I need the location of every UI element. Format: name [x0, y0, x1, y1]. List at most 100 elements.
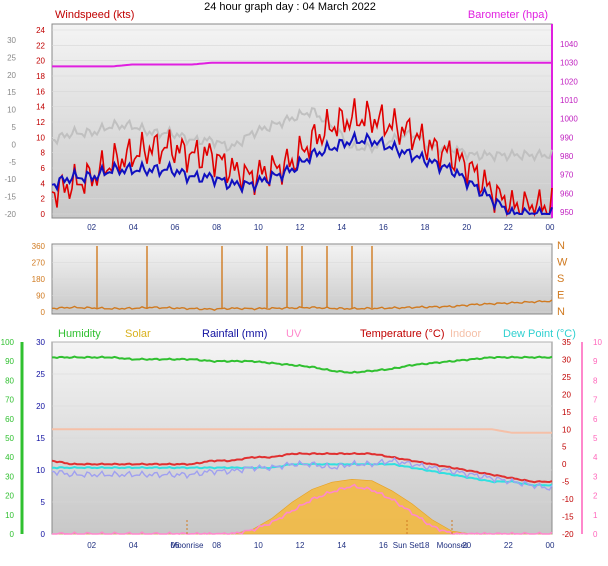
rainfall-tick: 20 [36, 402, 45, 411]
rainfall-tick: 30 [36, 338, 45, 347]
direction-ticks: 360 270 180 90 0 [32, 242, 46, 317]
windspeed-tick: 12 [36, 118, 45, 127]
temperature-tick: 0 [562, 460, 567, 469]
uv-tick: 7 [593, 396, 598, 405]
temperature-tick: 35 [562, 338, 571, 347]
barometer-tick: 1030 [560, 59, 578, 68]
rainfall-ticks: 30 25 20 15 10 5 0 [36, 338, 45, 539]
wind-secondary-tick: 15 [7, 88, 16, 97]
astronomy-events: Moonrise Sun Set Moonset [171, 520, 468, 550]
barometer-tick: 990 [560, 133, 574, 142]
rainfall-tick: 5 [41, 498, 46, 507]
uv-line [52, 483, 553, 535]
temperature-tick: 30 [562, 355, 571, 364]
legend-uv: UV [286, 328, 302, 340]
temperature-tick: -15 [562, 513, 574, 522]
wind-average-line [51, 130, 553, 216]
uv-tick: 5 [593, 434, 598, 443]
rainfall-tick: 10 [36, 466, 45, 475]
humidity-tick: 100 [1, 338, 15, 347]
compass-label: N [557, 306, 565, 318]
wind-x-tick: 16 [379, 223, 388, 232]
temperature-ticks: 35 30 25 20 15 10 5 0 -5 -10 -15 -20 [562, 338, 574, 539]
event-label: Sun Set [393, 541, 422, 550]
compass-label: S [557, 273, 564, 285]
wind-secondary-tick: 0 [12, 140, 17, 149]
legend-solar: Solar [125, 328, 151, 340]
humidity-tick: 10 [5, 511, 14, 520]
barometer-axis-label: Barometer (hpa) [468, 9, 548, 21]
temperature-x-tick: 16 [379, 541, 388, 550]
wind-series [51, 61, 553, 218]
temperature-tick: 25 [562, 373, 571, 382]
wind-secondary-tick: 20 [7, 71, 16, 80]
temperature-line [51, 451, 553, 484]
windspeed-axis-label: Windspeed (kts) [55, 9, 134, 21]
wind-secondary-tick: 5 [12, 123, 17, 132]
legend-humidity: Humidity [58, 328, 101, 340]
barometer-tick: 1010 [560, 96, 578, 105]
temperature-x-tick: 20 [462, 541, 471, 550]
legend-rainfall: Rainfall (mm) [202, 328, 267, 340]
uv-tick: 3 [593, 472, 598, 481]
windspeed-tick: 10 [36, 133, 45, 142]
windspeed-tick: 16 [36, 87, 45, 96]
uv-tick: 6 [593, 415, 598, 424]
uv-tick: 1 [593, 511, 598, 520]
rainfall-tick: 15 [36, 434, 45, 443]
wind-x-tick: 18 [421, 223, 430, 232]
rainfall-tick: 0 [41, 530, 46, 539]
windspeed-tick: 24 [36, 26, 45, 35]
temperature-x-tick: 08 [212, 541, 221, 550]
uv-tick: 8 [593, 376, 598, 385]
humidity-line [52, 355, 553, 374]
windspeed-tick: 4 [41, 179, 46, 188]
indoor-temperature-line [52, 428, 552, 434]
temperature-x-tick: 00 [546, 541, 555, 550]
compass-label: W [557, 257, 568, 269]
barometer-tick: 1040 [560, 40, 578, 49]
wind-secondary-tick: 10 [7, 106, 16, 115]
windspeed-tick: 22 [36, 41, 45, 50]
temperature-tick: -20 [562, 530, 574, 539]
temperature-x-tick: 22 [504, 541, 513, 550]
temperature-x-ticks: 02 04 06 08 10 12 14 16 18 20 22 00 [87, 541, 555, 550]
wind-x-tick: 14 [337, 223, 346, 232]
feels-like-line [51, 456, 553, 491]
barometer-tick: 980 [560, 152, 574, 161]
humidity-tick: 60 [5, 415, 14, 424]
barometer-tick: 1000 [560, 115, 578, 124]
wind-secondary-tick: -15 [4, 193, 16, 202]
temperature-series [51, 355, 553, 535]
wind-x-tick: 08 [212, 223, 221, 232]
windspeed-tick: 0 [41, 210, 46, 219]
temperature-x-tick: 02 [87, 541, 96, 550]
humidity-tick: 80 [5, 376, 14, 385]
humidity-tick: 90 [5, 357, 14, 366]
barometer-tick: 970 [560, 171, 574, 180]
compass-label: N [557, 240, 565, 252]
temperature-tick: 15 [562, 408, 571, 417]
windspeed-tick: 14 [36, 103, 45, 112]
direction-tick: 90 [36, 292, 45, 301]
wind-x-tick: 00 [546, 223, 555, 232]
direction-tick: 180 [32, 275, 46, 284]
windspeed-tick: 2 [41, 195, 46, 204]
event-label: Moonrise [171, 541, 204, 550]
temperature-x-tick: 10 [254, 541, 263, 550]
temperature-legend: Humidity Solar Rainfall (mm) UV Temperat… [58, 328, 576, 340]
humidity-tick: 30 [5, 472, 14, 481]
temperature-tick: 10 [562, 425, 571, 434]
temperature-tick: -10 [562, 495, 574, 504]
chart-title: 24 hour graph day : 04 March 2022 [204, 1, 376, 13]
wind-x-tick: 20 [462, 223, 471, 232]
direction-tick: 360 [32, 242, 46, 251]
wind-x-tick: 10 [254, 223, 263, 232]
legend-indoor: Indoor [450, 328, 482, 340]
uv-tick: 0 [593, 530, 598, 539]
wind-gridlines [52, 29, 552, 215]
